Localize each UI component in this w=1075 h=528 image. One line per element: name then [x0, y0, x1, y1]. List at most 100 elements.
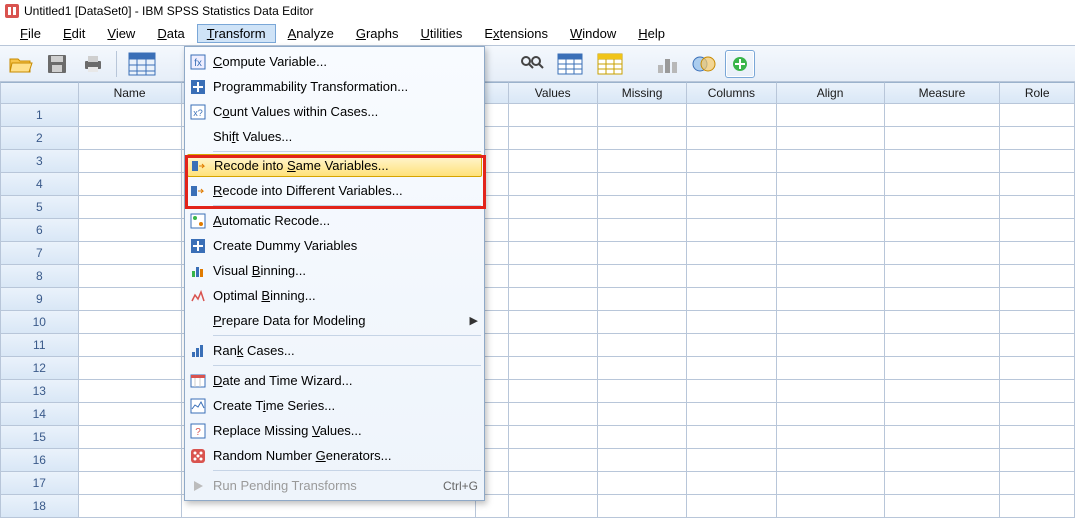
- cell[interactable]: [777, 495, 885, 518]
- menu-item-recode-into-same-variables[interactable]: Recode into Same Variables...: [187, 154, 482, 177]
- menu-extensions[interactable]: Extensions: [474, 24, 558, 43]
- cell[interactable]: [687, 104, 776, 127]
- row-number[interactable]: 7: [0, 242, 79, 265]
- cell[interactable]: [1000, 472, 1075, 495]
- cell[interactable]: [885, 380, 1001, 403]
- row-number[interactable]: 10: [0, 311, 79, 334]
- row-number[interactable]: 12: [0, 357, 79, 380]
- cell[interactable]: [885, 288, 1001, 311]
- cell[interactable]: [885, 403, 1001, 426]
- cell[interactable]: [1000, 426, 1075, 449]
- menu-item-count-values-within-cases[interactable]: x?Count Values within Cases...: [185, 99, 484, 124]
- cell[interactable]: [598, 127, 687, 150]
- cell[interactable]: [79, 173, 182, 196]
- cell[interactable]: [79, 357, 182, 380]
- cell[interactable]: [1000, 403, 1075, 426]
- menu-view[interactable]: View: [97, 24, 145, 43]
- menu-item-create-time-series[interactable]: Create Time Series...: [185, 393, 484, 418]
- cell[interactable]: [777, 150, 885, 173]
- cell[interactable]: [687, 403, 776, 426]
- cell[interactable]: [687, 426, 776, 449]
- column-header-name[interactable]: Name: [79, 82, 182, 104]
- menu-item-visual-binning[interactable]: Visual Binning...: [185, 258, 484, 283]
- menu-item-date-and-time-wizard[interactable]: Date and Time Wizard...: [185, 368, 484, 393]
- row-number[interactable]: 4: [0, 173, 79, 196]
- cell[interactable]: [687, 219, 776, 242]
- menu-item-programmability-transformation[interactable]: Programmability Transformation...: [185, 74, 484, 99]
- cell[interactable]: [687, 196, 776, 219]
- cell[interactable]: [598, 472, 687, 495]
- row-number[interactable]: 5: [0, 196, 79, 219]
- cell[interactable]: [79, 150, 182, 173]
- cell[interactable]: [777, 196, 885, 219]
- cell[interactable]: [598, 380, 687, 403]
- cell[interactable]: [777, 472, 885, 495]
- cell[interactable]: [79, 311, 182, 334]
- column-header-values[interactable]: Values: [509, 82, 598, 104]
- cell[interactable]: [687, 380, 776, 403]
- cell[interactable]: [1000, 449, 1075, 472]
- column-header-columns[interactable]: Columns: [687, 82, 776, 104]
- cell[interactable]: [1000, 127, 1075, 150]
- cell[interactable]: [777, 380, 885, 403]
- row-number[interactable]: 15: [0, 426, 79, 449]
- menu-graphs[interactable]: Graphs: [346, 24, 409, 43]
- cell[interactable]: [1000, 219, 1075, 242]
- cell[interactable]: [598, 150, 687, 173]
- cell[interactable]: [79, 472, 182, 495]
- cell[interactable]: [1000, 173, 1075, 196]
- cell[interactable]: [598, 104, 687, 127]
- cell[interactable]: [885, 150, 1001, 173]
- cell[interactable]: [79, 242, 182, 265]
- cell[interactable]: [79, 288, 182, 311]
- cell[interactable]: [598, 357, 687, 380]
- cell[interactable]: [777, 311, 885, 334]
- cell[interactable]: [598, 219, 687, 242]
- cell[interactable]: [1000, 104, 1075, 127]
- cell[interactable]: [1000, 380, 1075, 403]
- cell[interactable]: [687, 265, 776, 288]
- menu-item-shift-values[interactable]: Shift Values...: [185, 124, 484, 149]
- row-number[interactable]: 18: [0, 495, 79, 518]
- cell[interactable]: [885, 357, 1001, 380]
- cell[interactable]: [598, 311, 687, 334]
- menu-data[interactable]: Data: [147, 24, 194, 43]
- menu-item-prepare-data-for-modeling[interactable]: Prepare Data for Modeling▶: [185, 308, 484, 333]
- cell[interactable]: [687, 357, 776, 380]
- cell[interactable]: [509, 288, 598, 311]
- cell[interactable]: [509, 495, 598, 518]
- cell[interactable]: [885, 472, 1001, 495]
- column-header-align[interactable]: Align: [777, 82, 885, 104]
- cell[interactable]: [1000, 265, 1075, 288]
- cell[interactable]: [79, 449, 182, 472]
- grid2-button[interactable]: [593, 50, 627, 78]
- cell[interactable]: [598, 173, 687, 196]
- row-number[interactable]: 17: [0, 472, 79, 495]
- row-number[interactable]: 2: [0, 127, 79, 150]
- cell[interactable]: [687, 334, 776, 357]
- chart-button[interactable]: [653, 50, 683, 78]
- cell[interactable]: [687, 311, 776, 334]
- cell[interactable]: [885, 104, 1001, 127]
- cell[interactable]: [1000, 288, 1075, 311]
- cell[interactable]: [777, 173, 885, 196]
- cell[interactable]: [885, 265, 1001, 288]
- cell[interactable]: [509, 449, 598, 472]
- menu-item-automatic-recode[interactable]: Automatic Recode...: [185, 208, 484, 233]
- cell[interactable]: [509, 219, 598, 242]
- cell[interactable]: [598, 334, 687, 357]
- menu-item-optimal-binning[interactable]: Optimal Binning...: [185, 283, 484, 308]
- row-number[interactable]: 14: [0, 403, 79, 426]
- print-button[interactable]: [78, 50, 108, 78]
- menu-item-compute-variable[interactable]: fxCompute Variable...: [185, 49, 484, 74]
- cell[interactable]: [79, 334, 182, 357]
- cell[interactable]: [509, 150, 598, 173]
- menu-item-rank-cases[interactable]: Rank Cases...: [185, 338, 484, 363]
- cell[interactable]: [687, 242, 776, 265]
- cell[interactable]: [509, 173, 598, 196]
- row-number[interactable]: 8: [0, 265, 79, 288]
- cell[interactable]: [1000, 357, 1075, 380]
- cell[interactable]: [777, 334, 885, 357]
- cell[interactable]: [79, 219, 182, 242]
- menu-item-recode-into-different-variables[interactable]: Recode into Different Variables...: [185, 178, 484, 203]
